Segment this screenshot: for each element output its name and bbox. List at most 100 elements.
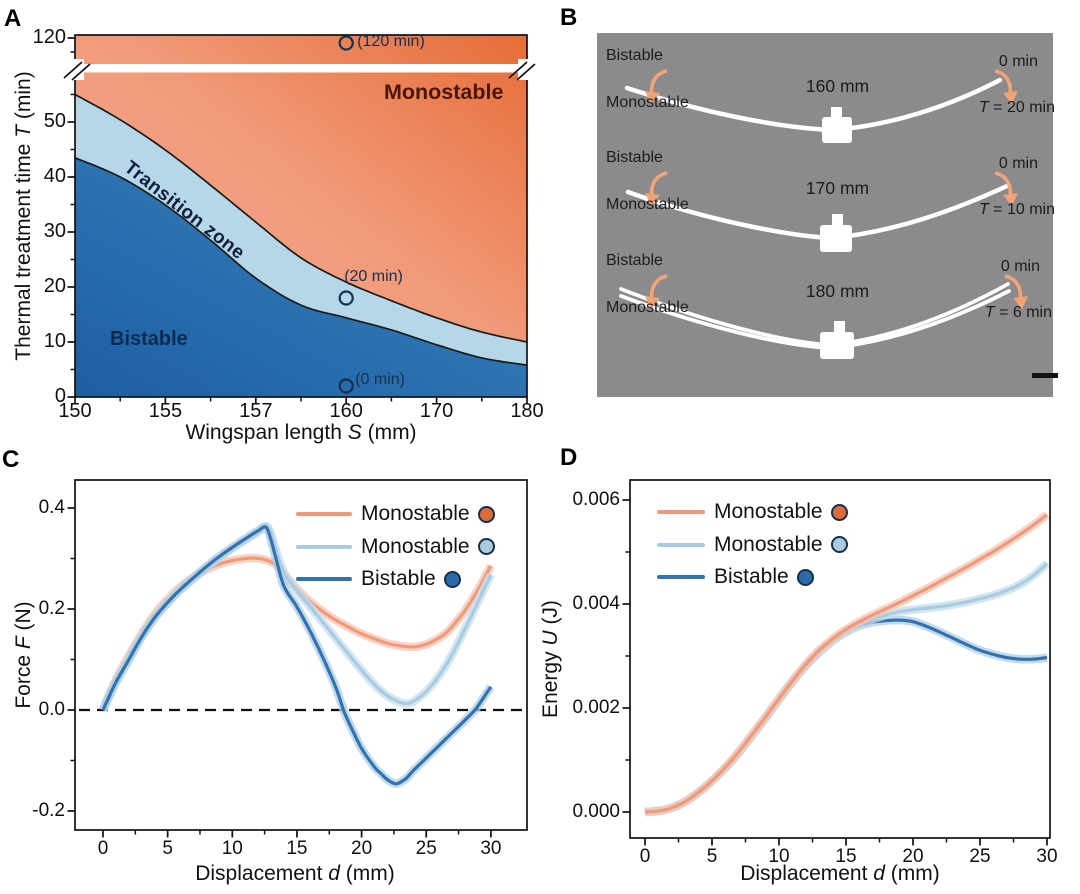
legend-line-swatch bbox=[296, 512, 352, 516]
panel-c-x-tick-label: 20 bbox=[351, 838, 373, 859]
series-line-2 bbox=[101, 525, 493, 786]
panel-d-x-tick-label: 30 bbox=[1036, 846, 1058, 867]
panel-c-x-tick-label: 30 bbox=[480, 838, 502, 859]
b-row3-treatment-time: T = 6 min bbox=[985, 304, 1052, 322]
panel-d-x-tick-label: 5 bbox=[706, 846, 718, 867]
b-row3-state-bottom: Monostable bbox=[606, 299, 689, 316]
panel-c-y-tick-label: 0.4 bbox=[38, 497, 65, 518]
wing-body-170 bbox=[820, 225, 852, 252]
wing-body-160 bbox=[822, 117, 852, 143]
legend-label: Monostable bbox=[714, 532, 823, 556]
scale-bar bbox=[1032, 373, 1058, 378]
panel-a-x-tick-label: 157 bbox=[239, 400, 273, 422]
panel-b-letter: B bbox=[560, 4, 578, 31]
transition-zone-region bbox=[75, 94, 527, 366]
wing-body-180 bbox=[820, 332, 854, 359]
panel-c-y-tick-label: -0.2 bbox=[32, 800, 65, 821]
axis-break-slash bbox=[508, 61, 528, 79]
time-value: = 6 min bbox=[994, 304, 1052, 321]
ylabel-text: Energy bbox=[539, 645, 562, 718]
series-line-0 bbox=[644, 513, 1048, 814]
region-label-transition-zone: Transition zone bbox=[120, 157, 249, 264]
panel-d-x-tick-label: 20 bbox=[902, 846, 924, 867]
panel-c-force-plot bbox=[67, 479, 528, 838]
panel-a-y-tick-label: 0 bbox=[54, 385, 66, 407]
panel-a-phase-diagram bbox=[63, 34, 536, 405]
panel-a-y-tick-label: 30 bbox=[43, 220, 66, 242]
ylabel-unit: (J) bbox=[539, 600, 562, 631]
panel-d-x-tick-label: 15 bbox=[835, 846, 857, 867]
b-row2-state-top: Bistable bbox=[606, 149, 663, 166]
legend-label: Bistable bbox=[361, 567, 436, 590]
boundary-monostable-transition bbox=[75, 93, 527, 343]
panel-d-y-tick-label: 0.004 bbox=[572, 593, 620, 614]
b-row1-state-bottom: Monostable bbox=[606, 94, 689, 111]
panel-c-x-tick-label: 25 bbox=[415, 838, 437, 859]
b-row2-state-bottom: Monostable bbox=[606, 196, 689, 213]
xlabel-unit: (mm) bbox=[361, 421, 417, 444]
arrowhead-icon bbox=[645, 91, 660, 104]
wing-body-tab-180 bbox=[834, 321, 845, 333]
panel-a-x-tick-label: 180 bbox=[510, 400, 544, 422]
legend-marker-icon bbox=[477, 538, 495, 555]
panel-c-x-tick-label: 5 bbox=[162, 838, 173, 859]
panel-b-photo bbox=[597, 33, 1058, 397]
legend-label: Bistable bbox=[714, 565, 789, 588]
xlabel-text: Wingspan length bbox=[185, 421, 348, 444]
region-label-bistable: Bistable bbox=[110, 328, 188, 350]
panel-a-y-tick-label: 50 bbox=[43, 110, 66, 132]
xlabel-text: Displacement bbox=[740, 862, 874, 885]
ylabel-variable: F bbox=[12, 636, 35, 650]
xlabel-unit: (mm) bbox=[339, 862, 395, 885]
panel-c-letter: C bbox=[2, 446, 20, 473]
panel-c-y-tick-label: 0.2 bbox=[38, 598, 65, 619]
wing-body-tab-170 bbox=[832, 214, 843, 226]
b-row3-state-top: Bistable bbox=[606, 252, 663, 269]
legend-line-swatch bbox=[657, 510, 705, 514]
panel-d-letter: D bbox=[560, 444, 578, 471]
axis-break-band bbox=[75, 64, 527, 73]
region-label-monostable: Monostable bbox=[384, 80, 504, 104]
panel-a-annotation: (0 min) bbox=[355, 371, 405, 388]
axis-break-slash bbox=[63, 61, 83, 79]
xlabel-variable: d bbox=[873, 862, 885, 885]
legend-line-swatch bbox=[657, 542, 705, 547]
panel-a-y-tick-label: 120 bbox=[32, 26, 66, 48]
arrowhead-icon bbox=[645, 193, 660, 206]
panel-d-x-axis-label: Displacement d (mm) bbox=[740, 862, 940, 886]
legend-marker-icon bbox=[443, 570, 461, 588]
panel-a-x-tick-label: 155 bbox=[148, 400, 183, 422]
b-row3-wingspan: 180 mm bbox=[805, 281, 870, 301]
time-value: = 10 min bbox=[988, 201, 1055, 218]
panel-d-x-tick-label: 10 bbox=[768, 846, 790, 867]
legend-line-swatch bbox=[296, 577, 352, 581]
data-point-circle bbox=[338, 290, 354, 306]
panel-a-x-tick-label: 150 bbox=[58, 400, 92, 422]
panel-c-x-tick-label: 0 bbox=[97, 838, 109, 859]
panel-d-energy-plot bbox=[622, 479, 1051, 846]
legend-item-bistable-2: Bistable bbox=[296, 567, 461, 591]
b-row2-treatment-time: T = 10 min bbox=[979, 201, 1055, 219]
ylabel-variable: U bbox=[539, 630, 562, 646]
arrowhead-icon bbox=[1013, 296, 1028, 309]
axis-break-slash bbox=[71, 63, 91, 81]
panel-a-letter: A bbox=[4, 5, 22, 32]
arrowhead-icon bbox=[1003, 91, 1018, 104]
legend-item-monostable-1: Monostable bbox=[657, 533, 848, 557]
b-row1-time-zero: 0 min bbox=[998, 53, 1038, 70]
panel-a-x-tick-label: 170 bbox=[419, 400, 454, 422]
panel-a-y-tick-label: 40 bbox=[43, 165, 66, 187]
legend-item-bistable-2: Bistable bbox=[657, 565, 814, 589]
plot-border bbox=[74, 479, 528, 831]
wing-body-tab-160 bbox=[831, 107, 842, 119]
b-row1-wingspan: 160 mm bbox=[805, 76, 870, 96]
legend-item-monostable-0: Monostable bbox=[296, 502, 495, 526]
panel-a-x-tick-label: 160 bbox=[329, 400, 363, 422]
legend-item-monostable-1: Monostable bbox=[296, 535, 495, 559]
panel-c-x-tick-label: 15 bbox=[286, 838, 308, 859]
arrow-heads bbox=[645, 91, 1028, 309]
b-row2-wingspan: 170 mm bbox=[805, 178, 870, 198]
time-variable: T bbox=[984, 304, 995, 321]
